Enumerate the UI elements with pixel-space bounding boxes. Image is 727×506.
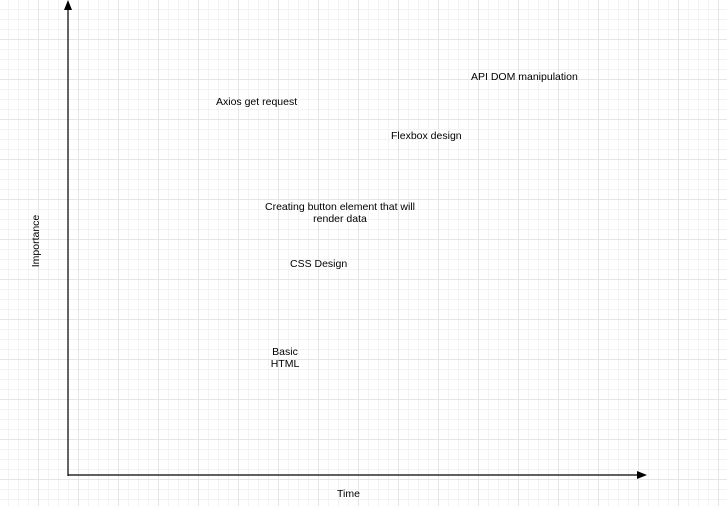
x-axis-label: Time bbox=[337, 488, 360, 500]
y-axis-arrowhead bbox=[64, 0, 72, 10]
x-axis-arrowhead bbox=[637, 471, 647, 479]
node-axios: Axios get request bbox=[216, 96, 298, 108]
node-flexbox: Flexbox design bbox=[391, 130, 462, 142]
node-css: CSS Design bbox=[290, 258, 348, 270]
node-api-dom: API DOM manipulation bbox=[471, 71, 578, 83]
y-axis-label: Importance bbox=[30, 214, 42, 268]
node-button: Creating button element that will render… bbox=[265, 201, 415, 225]
node-html: Basic HTML bbox=[270, 346, 300, 370]
